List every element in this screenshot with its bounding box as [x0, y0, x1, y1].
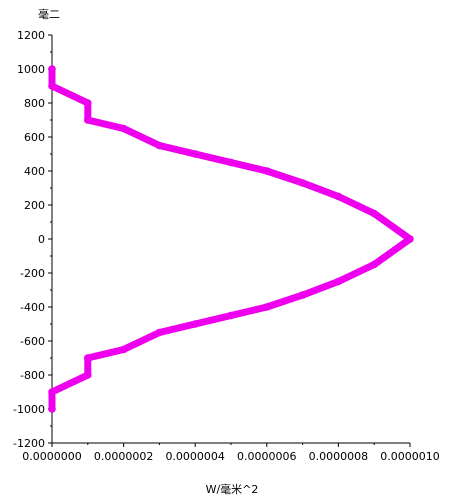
data-point: [48, 65, 56, 73]
data-point: [263, 167, 271, 175]
x-axis-title: W/毫米^2: [206, 482, 259, 496]
y-axis: 1200 1000 800 600 400 200 0 -200 -400 -600 -800 -10…: [13, 29, 53, 450]
data-point: [406, 235, 414, 243]
data-point: [119, 345, 128, 354]
y-tick-label: -1200: [13, 437, 45, 450]
y-tick-label: 600: [24, 131, 45, 144]
data-point: [334, 192, 343, 201]
data-point: [84, 354, 92, 362]
y-tick-label: 1200: [17, 29, 45, 42]
data-point: [84, 99, 92, 107]
y-tick-label: -600: [20, 335, 45, 348]
data-point: [334, 277, 343, 286]
data-point: [48, 82, 56, 90]
data-point: [298, 291, 307, 299]
x-tick-label: 0.0000002: [94, 450, 154, 463]
y-tick-label: -200: [20, 267, 45, 280]
y-tick-label: -1000: [13, 403, 45, 416]
data-point: [191, 320, 199, 328]
data-point: [370, 209, 379, 218]
data-point: [48, 405, 56, 413]
y-tick-label: 200: [24, 199, 45, 212]
data-point: [370, 260, 379, 269]
series-line: [48, 65, 414, 413]
data-point: [48, 388, 56, 396]
data-point: [227, 158, 235, 167]
data-point: [155, 328, 164, 337]
y-tick-label: -400: [20, 301, 45, 314]
x-tick-label: 0.0000006: [237, 450, 297, 463]
x-tick-label: 0.0000000: [22, 450, 82, 463]
series-layer: [48, 65, 414, 413]
data-point: [263, 303, 271, 311]
x-tick-label: 0.0000004: [165, 450, 225, 463]
data-point: [227, 311, 235, 320]
data-point: [84, 371, 92, 379]
y-tick-label: -800: [20, 369, 45, 382]
y-tick-label: 800: [24, 97, 45, 110]
y-tick-label: 400: [24, 165, 45, 178]
data-point: [191, 150, 199, 158]
y-tick-label: 0: [38, 233, 45, 246]
data-point: [84, 116, 92, 124]
x-tick-label: 0.0000008: [309, 450, 369, 463]
data-point: [155, 141, 164, 150]
data-point: [119, 124, 128, 133]
y-axis-title: 毫二: [38, 7, 60, 21]
y-tick-label: 1000: [17, 63, 45, 76]
x-axis: 0.0000000 0.0000002 0.0000004 0.0000006 0.00…: [22, 442, 440, 463]
data-point: [298, 179, 307, 187]
x-tick-label: 0.0000010: [380, 450, 440, 463]
